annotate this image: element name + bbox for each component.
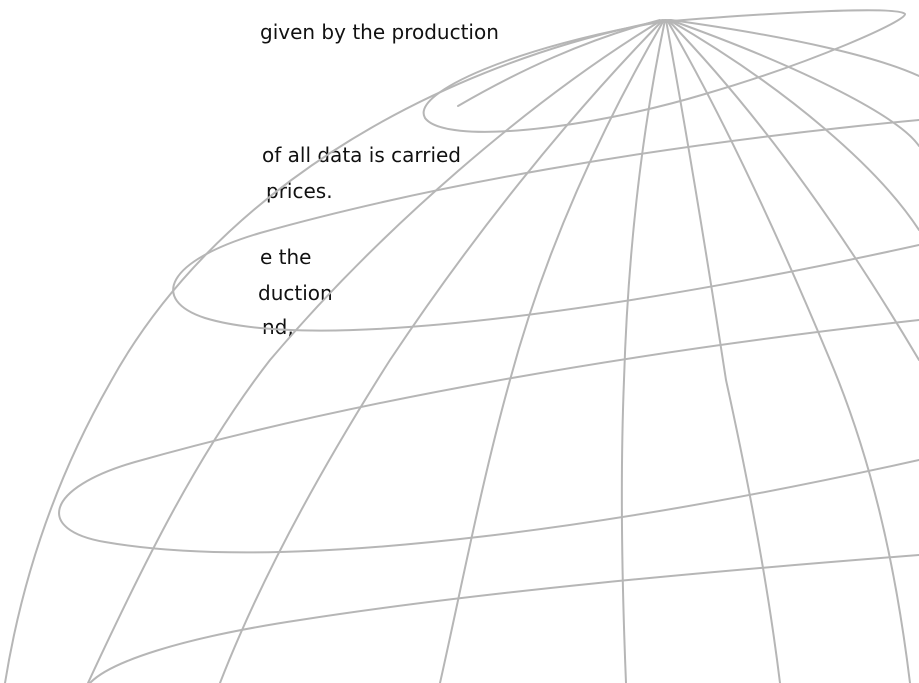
text-line-4: e the — [260, 245, 312, 269]
text-line-2: of all data is carried — [262, 143, 462, 167]
text-line-3: prices. — [266, 179, 333, 203]
text-line-6: nd, — [262, 315, 294, 339]
text-line-1: given by the production — [260, 20, 499, 44]
text-line-5: duction — [258, 281, 333, 305]
